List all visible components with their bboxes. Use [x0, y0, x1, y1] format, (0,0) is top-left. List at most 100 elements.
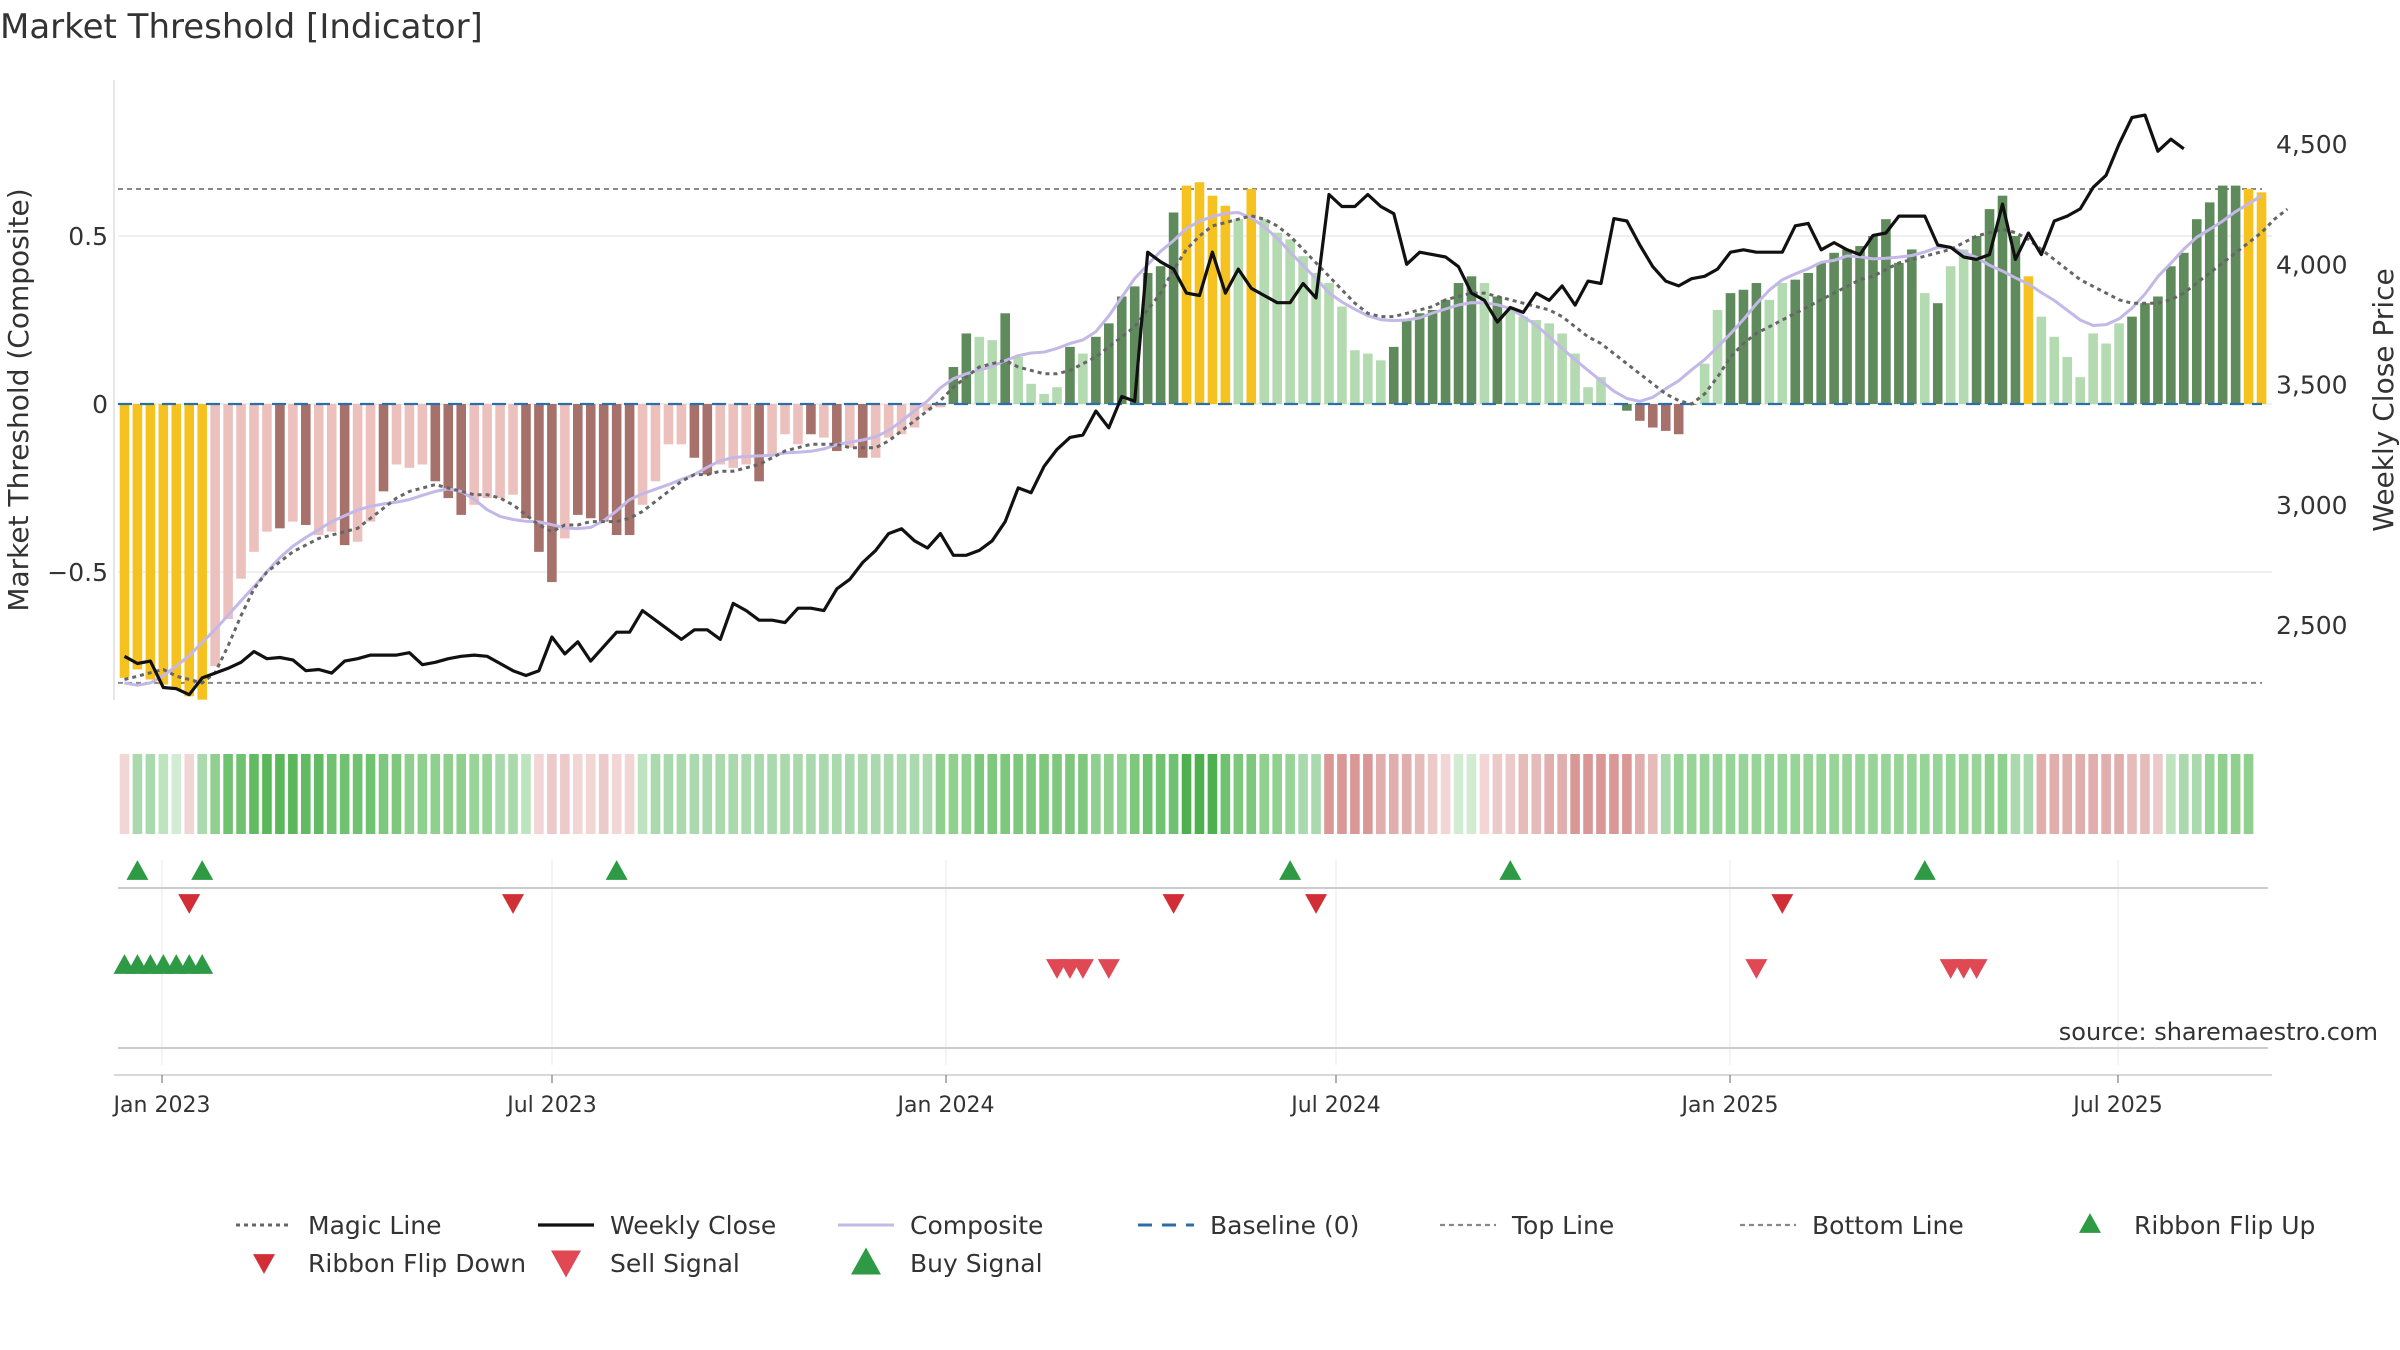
composite-bar: [1725, 293, 1736, 404]
heat-cell: [1686, 754, 1697, 834]
heat-cell: [1790, 754, 1801, 834]
heat-cell: [1842, 754, 1852, 834]
heat-cell: [1479, 754, 1490, 834]
composite-bar: [1842, 249, 1852, 404]
heat-cell: [1453, 754, 1464, 834]
composite-bar: [430, 404, 441, 482]
y2-tick-label: 3,000: [2276, 491, 2348, 520]
heat-cell: [1777, 754, 1788, 834]
heat-cell: [676, 754, 687, 834]
ribbon-flip-down-marker: [1305, 894, 1328, 914]
composite-bar: [1673, 404, 1684, 435]
heat-cell: [2101, 754, 2111, 834]
heat-cell: [689, 754, 700, 834]
heat-cell: [171, 754, 182, 834]
heat-cell: [1091, 754, 1101, 834]
composite-bar: [352, 404, 363, 542]
ribbon-flip-down-marker: [502, 894, 525, 914]
heat-cell: [1272, 754, 1282, 834]
composite-bar: [754, 404, 764, 482]
heat-cell: [780, 754, 790, 834]
heat-cell: [1388, 754, 1399, 834]
heat-cell: [2230, 754, 2241, 834]
heat-cell: [961, 754, 972, 834]
composite-bar: [1259, 219, 1270, 404]
composite-bar: [844, 404, 855, 448]
heat-cell: [1194, 754, 1205, 834]
composite-bar: [495, 404, 505, 499]
heat-cell: [896, 754, 907, 834]
composite-bar: [443, 404, 454, 499]
composite-bar: [1401, 320, 1412, 404]
heat-cell: [1065, 754, 1075, 834]
heat-cell: [249, 754, 259, 834]
composite-bar: [417, 404, 428, 465]
composite-bar: [611, 404, 622, 536]
legend-label: Ribbon Flip Up: [2134, 1211, 2315, 1240]
composite-bar: [1570, 353, 1580, 404]
composite-bar: [184, 404, 195, 697]
heat-cell: [1376, 754, 1386, 834]
heat-cell: [1052, 754, 1062, 834]
heat-cell: [1337, 754, 1347, 834]
heat-cell: [2204, 754, 2215, 834]
composite-bar: [728, 404, 739, 468]
composite-bar: [210, 404, 220, 667]
composite-bar: [1919, 293, 1930, 404]
heat-cell: [1738, 754, 1749, 834]
heat-cell: [2010, 754, 2021, 834]
heat-cell: [741, 754, 751, 834]
ribbon-flip-up-marker: [1913, 860, 1936, 880]
composite-bar: [1388, 346, 1399, 404]
composite-bar: [2140, 303, 2150, 404]
composite-bar: [1052, 387, 1062, 404]
heat-cell: [495, 754, 505, 834]
composite-bar: [1803, 272, 1814, 404]
legend-label: Sell Signal: [610, 1249, 740, 1278]
heat-cell: [1544, 754, 1554, 834]
heat-cell: [313, 754, 324, 834]
composite-bar: [1363, 353, 1373, 404]
composite-bar: [223, 404, 233, 620]
composite-bar: [1311, 272, 1321, 404]
sell-signal-marker: [1071, 959, 1094, 979]
composite-bar: [1013, 356, 1023, 404]
composite-bar: [2204, 202, 2215, 404]
composite-bar: [896, 404, 907, 435]
composite-bar: [1699, 363, 1710, 404]
ribbon-flip-down-marker: [1162, 894, 1185, 914]
heat-cell: [197, 754, 207, 834]
heat-cell: [650, 754, 661, 834]
heat-cell: [1233, 754, 1244, 834]
composite-bar: [288, 404, 298, 522]
heat-cell: [456, 754, 467, 834]
composite-bar: [1039, 393, 1049, 404]
composite-bar: [883, 404, 894, 438]
composite-bar: [1376, 360, 1386, 404]
heat-cell: [560, 754, 570, 834]
heat-cell: [1712, 754, 1723, 834]
composite-bar: [1829, 252, 1839, 404]
composite-bar: [1104, 323, 1114, 404]
composite-bar: [1492, 296, 1503, 404]
legend-label: Ribbon Flip Down: [308, 1249, 526, 1278]
legend-triangle-down-icon: [253, 1254, 275, 1274]
heat-cell: [1363, 754, 1373, 834]
composite-bar: [365, 404, 376, 522]
heat-cell: [119, 754, 130, 834]
heat-cell: [365, 754, 376, 834]
sell-signal-marker: [1745, 959, 1768, 979]
x-tick-label: Jul 2025: [2071, 1093, 2163, 1118]
composite-bar: [832, 404, 842, 452]
heat-cell: [1932, 754, 1943, 834]
composite-bar: [715, 404, 726, 465]
composite-bar: [1220, 205, 1231, 404]
composite-bar: [1272, 232, 1282, 404]
heat-cell: [1557, 754, 1567, 834]
source-note: source: sharemaestro.com: [2059, 1018, 2378, 1046]
composite-bar: [158, 404, 169, 685]
heat-cell: [417, 754, 428, 834]
composite-bar: [469, 404, 479, 505]
heat-cell: [1414, 754, 1425, 834]
composite-bar: [961, 333, 972, 404]
